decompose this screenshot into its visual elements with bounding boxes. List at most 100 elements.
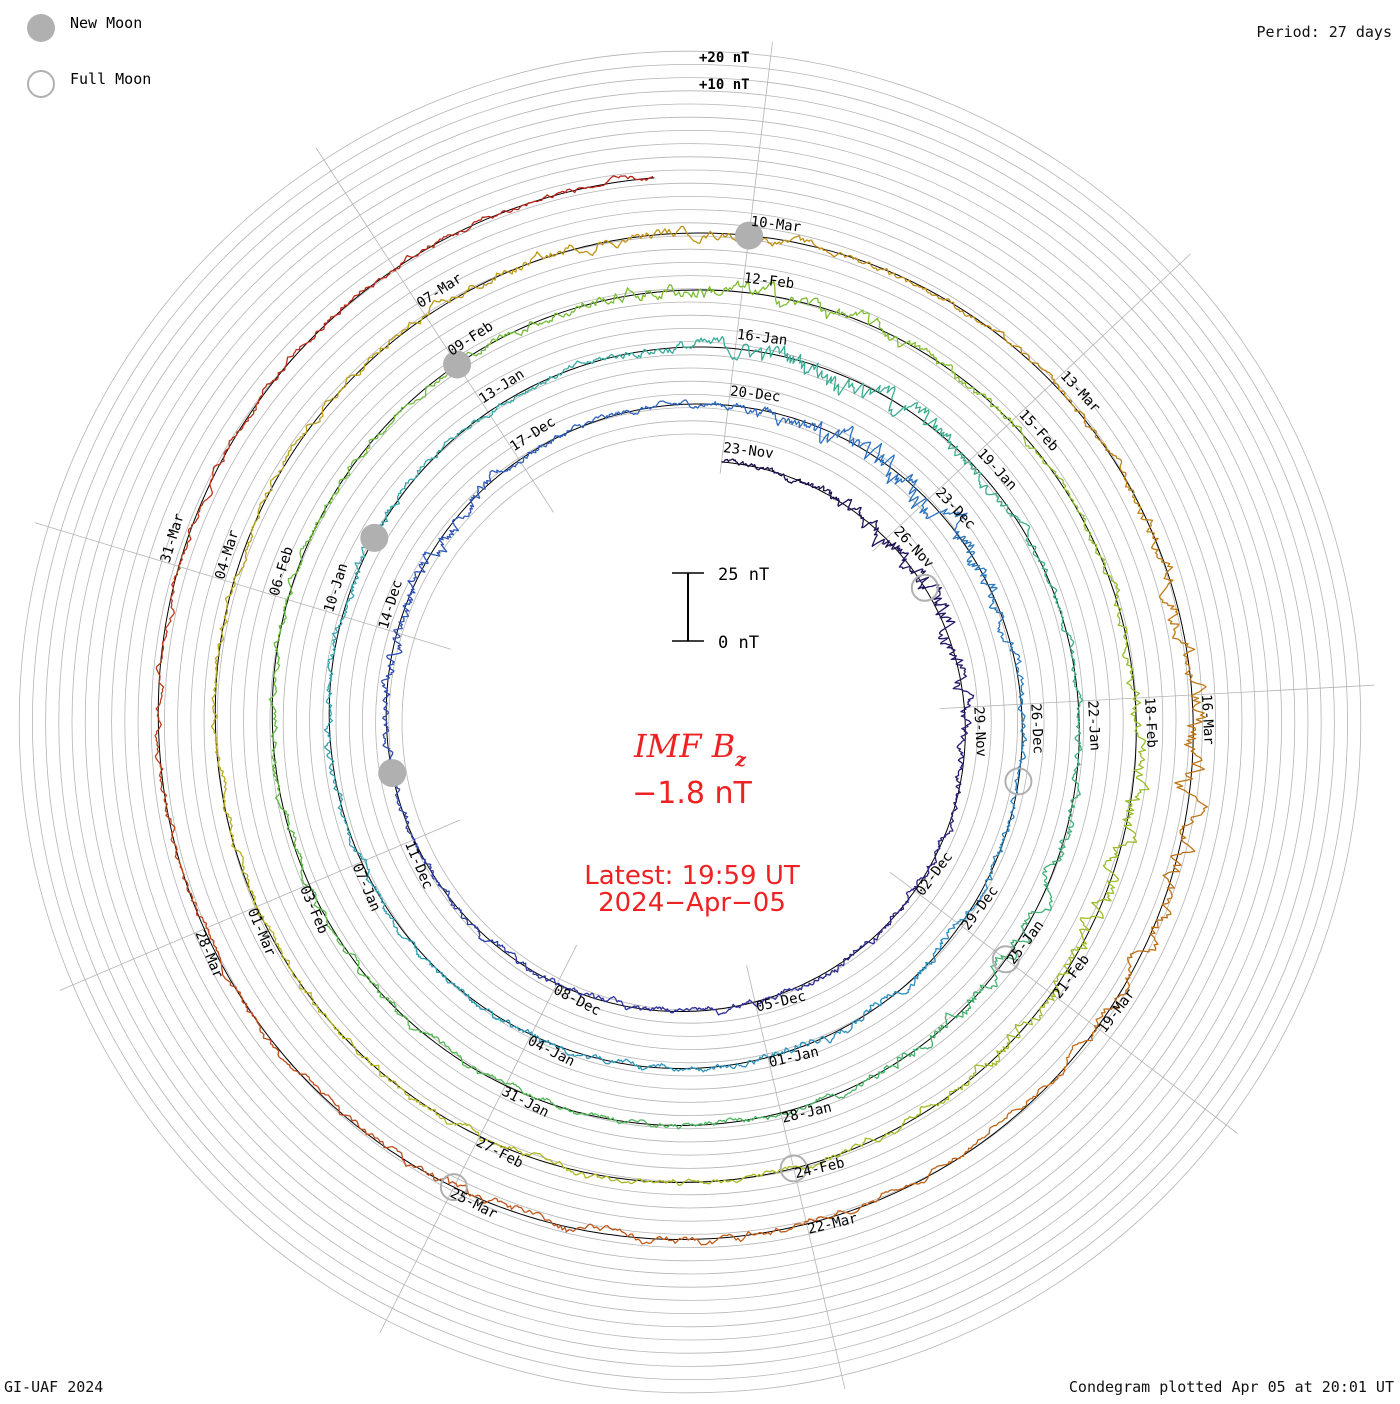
new-moon-label: New Moon xyxy=(70,14,142,32)
grid-ring xyxy=(375,407,1005,1037)
credit-label: GI-UAF 2024 xyxy=(4,1378,104,1396)
bz-trace-segment xyxy=(1174,718,1208,817)
bz-trace-segment xyxy=(819,425,883,464)
bz-trace-segment xyxy=(452,479,489,532)
bz-trace-segment xyxy=(381,628,403,686)
bz-trace-segment xyxy=(837,993,892,1035)
bz-trace-segment xyxy=(1109,452,1155,537)
grid-ring xyxy=(58,90,1322,1354)
date-label: 03-Feb xyxy=(296,883,331,936)
bz-trace-segment xyxy=(255,330,320,411)
bz-trace-segment xyxy=(380,380,441,435)
bz-trace-segment xyxy=(583,1053,649,1071)
bz-trace-segment xyxy=(1122,747,1150,835)
bz-trace-segment xyxy=(1076,506,1115,583)
bz-trace-segment xyxy=(940,789,961,839)
grid-ring xyxy=(137,169,1243,1275)
bz-trace-segment xyxy=(436,413,494,456)
bz-trace-segment xyxy=(1063,994,1125,1071)
bz-trace-segment xyxy=(521,1152,606,1179)
bz-trace-segment xyxy=(297,497,333,570)
bz-trace-segment xyxy=(890,950,937,998)
date-label: 06-Feb xyxy=(267,545,297,598)
grid-ring xyxy=(282,314,1098,1130)
grid-spoke xyxy=(719,41,773,474)
bz-trace-segment xyxy=(370,1064,442,1120)
full-moon-label: Full Moon xyxy=(70,70,151,88)
bz-trace-segment xyxy=(537,421,591,450)
bz-trace-segment xyxy=(819,1183,911,1220)
bz-trace-segment xyxy=(939,637,968,688)
date-label-layer: 23-Nov26-Nov29-Nov02-Dec05-Dec08-Dec11-D… xyxy=(158,214,1217,1238)
bz-trace-segment xyxy=(535,239,628,260)
bz-trace-segment xyxy=(283,1060,360,1127)
bz-trace-segment xyxy=(691,1002,746,1016)
bz-trace-segment xyxy=(977,321,1054,380)
bz-trace-segment xyxy=(591,1112,667,1128)
bz-trace-segment xyxy=(216,753,235,842)
bz-trace-segment xyxy=(810,239,898,278)
bz-trace-segment xyxy=(415,950,467,997)
bz-trace-segment xyxy=(319,350,381,420)
bz-trace-segment xyxy=(1161,815,1197,909)
bz-trace-segment xyxy=(744,987,799,1008)
bz-trace-segment xyxy=(859,1103,936,1147)
bz-trace-segment xyxy=(692,1169,779,1185)
bz-trace-segment xyxy=(171,497,209,593)
date-label: 15-Feb xyxy=(1015,407,1061,455)
bz-trace-segment xyxy=(933,584,956,640)
date-label: 10-Mar xyxy=(750,214,802,236)
bz-trace-segment xyxy=(626,225,719,245)
grid-ring xyxy=(243,275,1137,1169)
grid-ring xyxy=(164,196,1216,1248)
bz-trace-segment xyxy=(990,910,1041,972)
bz-trace-segment xyxy=(935,1049,1002,1107)
bz-trace-segment xyxy=(1113,581,1129,666)
bz-trace-segment xyxy=(1074,695,1084,770)
bz-trace-segment xyxy=(708,401,769,418)
grid-ring xyxy=(388,420,992,1024)
bz-trace-segment xyxy=(896,276,979,323)
date-label: 14-Dec xyxy=(376,578,406,631)
bz-trace-segment xyxy=(334,567,361,634)
date-label: 24-Feb xyxy=(793,1155,846,1182)
bz-trace-segment xyxy=(329,768,351,836)
bz-trace-segment xyxy=(417,851,450,899)
grid-spoke xyxy=(59,819,461,991)
bz-trace-segment xyxy=(976,843,1004,903)
new-moon-marker xyxy=(443,350,472,379)
bz-trace-segment xyxy=(797,962,845,992)
bz-trace-segment xyxy=(551,353,619,380)
bz-trace-segment xyxy=(988,1070,1066,1131)
bz-trace-segment xyxy=(319,267,400,332)
baseline-spiral xyxy=(157,177,1194,1240)
bz-trace-segment xyxy=(814,1071,886,1103)
bz-trace-segment xyxy=(996,495,1038,558)
bz-trace-segment xyxy=(820,308,899,341)
grid-layer xyxy=(18,41,1375,1394)
grid-ring xyxy=(124,156,1256,1288)
bz-trace-segment xyxy=(713,1051,777,1070)
bz-trace-segment xyxy=(311,998,372,1066)
bz-trace-segment xyxy=(325,632,337,702)
bz-trace-segment xyxy=(504,305,582,336)
bz-trace-segment xyxy=(879,453,926,510)
grid-ring xyxy=(269,301,1111,1143)
grid-ring xyxy=(256,288,1124,1156)
bz-trace-segment xyxy=(214,576,236,665)
grid-spoke xyxy=(889,871,1238,1134)
grid-ring xyxy=(335,367,1045,1077)
date-label: 20-Dec xyxy=(729,383,781,405)
bz-trace-segment xyxy=(884,885,919,929)
bz-trace-segment xyxy=(585,175,654,190)
grid-ring xyxy=(190,222,1190,1222)
bz-trace-segment xyxy=(448,898,487,943)
bz-trace-segment xyxy=(721,458,772,471)
date-label: 29-Nov xyxy=(970,706,989,757)
current-value: −1.8 nT xyxy=(632,776,752,811)
bz-trace-segment xyxy=(161,790,189,889)
ring-label-20: +20 nT xyxy=(699,50,750,66)
bz-trace-segment xyxy=(767,409,823,443)
bz-trace-segment xyxy=(741,1101,816,1123)
